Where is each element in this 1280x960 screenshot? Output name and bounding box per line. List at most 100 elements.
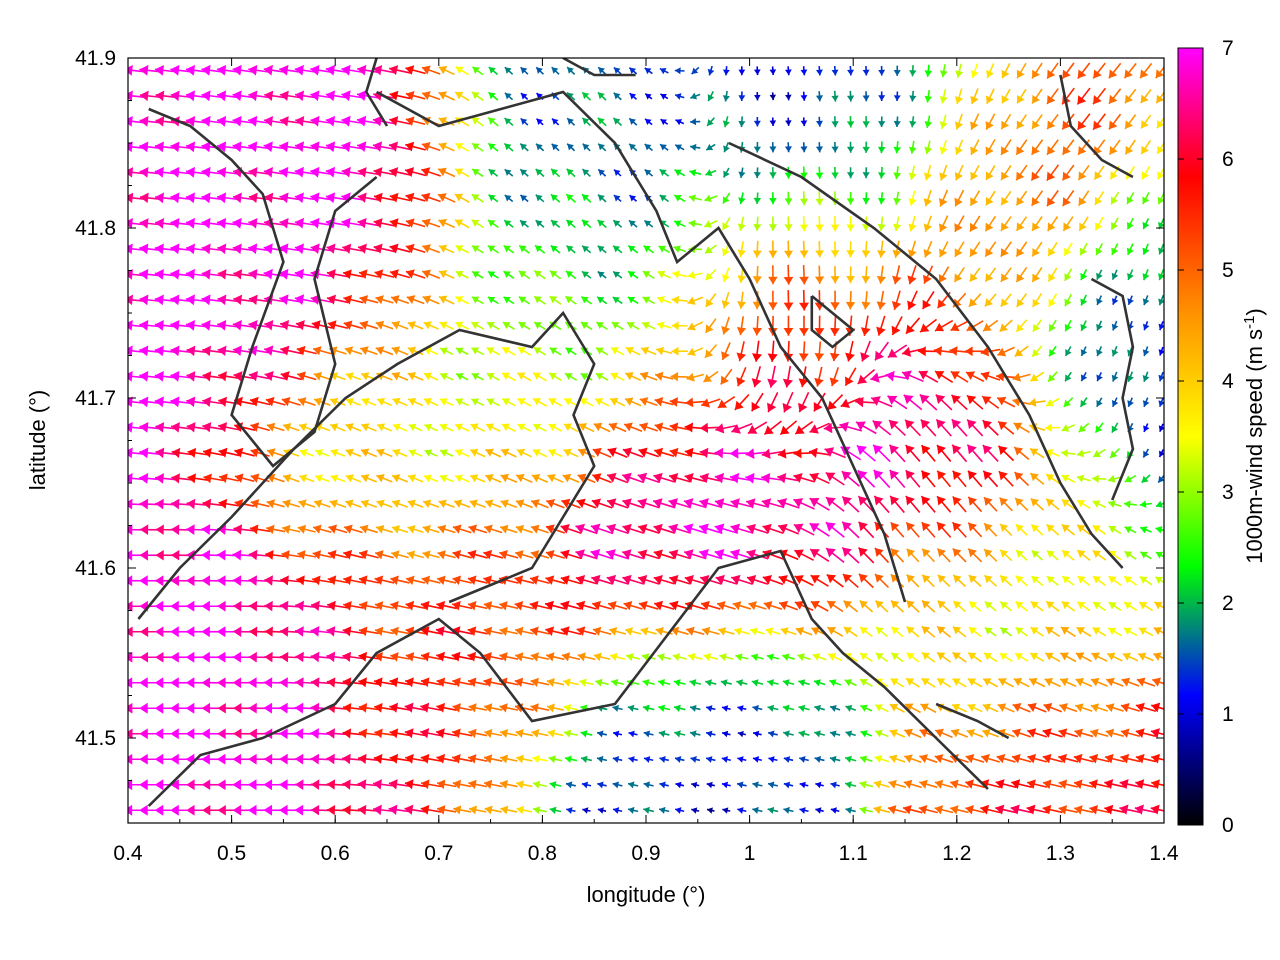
wind-arrow-head: [468, 728, 477, 739]
wind-arrow-head: [784, 146, 792, 153]
wind-arrow-head: [217, 319, 227, 331]
wind-arrow-head: [608, 422, 618, 432]
wind-arrow-head: [357, 243, 367, 254]
wind-arrow-head: [968, 522, 977, 532]
wind-arrow-head: [279, 64, 289, 76]
wind-arrow-head: [1093, 450, 1101, 457]
wind-arrow-head: [500, 473, 510, 483]
wind-arrow-head: [520, 169, 528, 176]
wind-arrow-head: [637, 498, 648, 509]
wind-arrow-head: [567, 118, 574, 125]
wind-arrow-head: [580, 322, 589, 329]
wind-arrow-head: [875, 350, 885, 361]
wind-arrow-head: [325, 115, 336, 127]
wind-arrow-head: [342, 753, 351, 765]
wind-arrow-head: [824, 447, 835, 457]
wind-arrow-head: [514, 601, 524, 611]
wind-arrow-head: [845, 755, 852, 763]
wind-arrow-head: [877, 223, 886, 231]
wind-arrow-head: [325, 64, 336, 76]
wind-arrow-head: [154, 141, 164, 153]
wind-arrow-head: [751, 378, 762, 388]
wind-arrow-head: [875, 627, 884, 635]
wind-arrow-head: [529, 600, 539, 611]
wind-arrow-head: [500, 805, 509, 815]
wind-arrow-head: [265, 396, 275, 407]
wind-arrow-head: [439, 398, 448, 406]
wind-arrow-head: [470, 448, 479, 457]
terrain-contour: [1090, 277, 1135, 501]
wind-arrow-head: [404, 702, 414, 713]
wind-arrow-head: [847, 69, 855, 76]
wind-arrow-head: [216, 575, 226, 587]
wind-arrow-head: [248, 651, 257, 663]
wind-arrow-head: [659, 781, 666, 789]
wind-arrow-head: [875, 652, 884, 661]
wind-arrow-head: [247, 804, 257, 816]
wind-arrow-head: [862, 95, 870, 102]
wind-arrow-head: [488, 67, 496, 74]
wind-arrow-head: [737, 807, 744, 814]
wind-arrow-head: [264, 370, 274, 382]
wind-arrow-head: [530, 550, 540, 560]
wind-arrow-head: [422, 550, 431, 560]
wind-arrow-head: [768, 224, 778, 231]
wind-arrow-head: [889, 469, 900, 480]
wind-arrow-head: [1092, 474, 1099, 483]
wind-arrow-head: [1080, 323, 1088, 331]
wind-arrow-head: [638, 600, 648, 611]
wind-arrow-head: [954, 172, 963, 181]
wind-arrow-head: [186, 345, 196, 357]
wind-arrow-head: [825, 522, 836, 532]
wind-arrow-head: [327, 600, 336, 611]
wind-arrow-head: [939, 95, 948, 104]
wind-arrow-head: [548, 755, 556, 764]
wind-arrow-head: [906, 574, 915, 583]
wind-arrow-head: [375, 346, 385, 355]
terrain-contour: [728, 141, 1124, 569]
wind-arrow-head: [823, 422, 833, 434]
wind-arrow-head: [128, 141, 133, 153]
wind-arrow-head: [139, 116, 149, 127]
wind-arrow-head: [1062, 576, 1071, 584]
wind-arrow-head: [699, 422, 709, 434]
wind-arrow-head: [552, 118, 559, 125]
wind-arrow-head: [815, 781, 822, 789]
wind-arrow-head: [439, 423, 448, 432]
wind-arrow-head: [295, 320, 305, 331]
wind-arrow-head: [452, 549, 462, 560]
wind-arrow-head: [502, 322, 511, 330]
wind-arrow-head: [639, 422, 649, 432]
wind-arrow-head: [1109, 145, 1118, 155]
wind-arrow-head: [263, 268, 273, 280]
wind-arrow-head: [637, 472, 648, 483]
wind-arrow-head: [920, 323, 930, 333]
wind-arrow-head: [155, 498, 164, 510]
wind-arrow-head: [248, 64, 258, 76]
wind-arrow-head: [341, 115, 351, 127]
wind-arrow-head: [564, 755, 572, 764]
wind-arrow-head: [918, 805, 928, 815]
wind-arrow-head: [858, 496, 868, 506]
wind-arrow-head: [969, 273, 978, 282]
wind-arrow-head: [1077, 95, 1087, 105]
wind-arrow-head: [613, 271, 621, 278]
wind-arrow-head: [722, 730, 729, 738]
wind-arrow-head: [875, 704, 883, 712]
wind-arrow-head: [248, 90, 258, 102]
wind-arrow-head: [405, 677, 414, 688]
wind-arrow-head: [1075, 652, 1085, 661]
wind-arrow-head: [563, 423, 572, 432]
wind-arrow-head: [983, 652, 993, 661]
wind-arrow-head: [1090, 728, 1099, 738]
wind-arrow-head: [859, 755, 868, 763]
wind-arrow-head: [846, 198, 855, 205]
wind-arrow-head: [1045, 423, 1052, 433]
wind-arrow-head: [297, 524, 307, 534]
wind-arrow-head: [1015, 524, 1024, 533]
wind-arrow-head: [486, 398, 495, 406]
wind-arrow-head: [581, 755, 588, 763]
wind-arrow-head: [420, 702, 430, 713]
wind-arrow-head: [706, 143, 714, 151]
wind-arrow-head: [201, 753, 210, 765]
